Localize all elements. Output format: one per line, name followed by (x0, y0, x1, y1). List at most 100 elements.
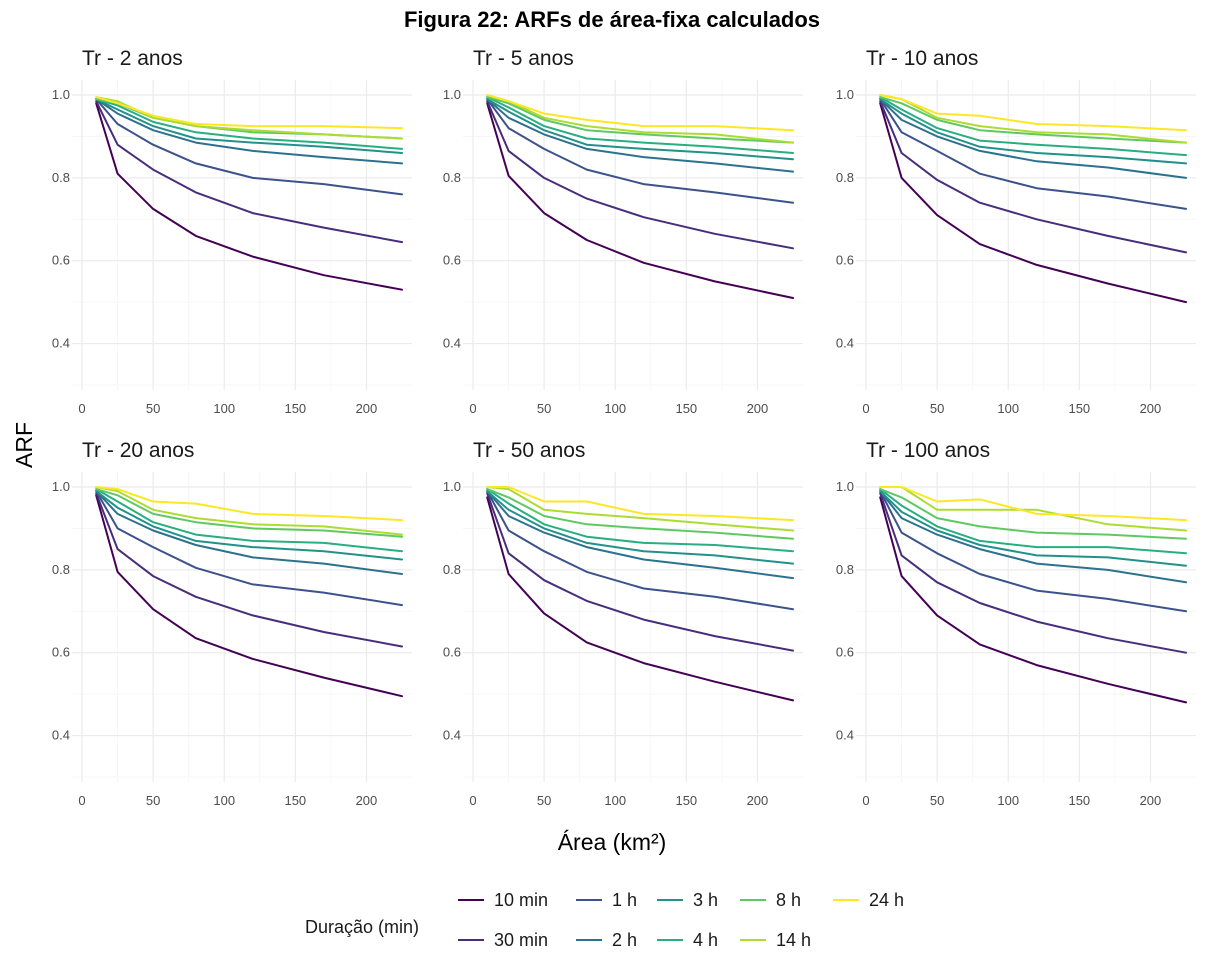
legend-item: 2 h (576, 930, 637, 950)
series-line (879, 98, 1187, 165)
series-line (486, 98, 794, 173)
x-tick-label: 50 (146, 793, 160, 808)
legend-label: 30 min (494, 930, 548, 950)
panel-6: Tr - 100 anos 0 50 100 150 200 0.4 0.6 0.8 1.0 (836, 439, 1196, 808)
series-line (879, 490, 1187, 567)
x-tick-label: 0 (469, 401, 476, 416)
series-line (486, 486, 794, 522)
series-line (95, 100, 403, 244)
series-line (95, 490, 403, 561)
y-tick-label: 0.8 (443, 170, 461, 185)
x-tick-label: 100 (213, 401, 235, 416)
y-tick-label: 0.4 (52, 728, 70, 743)
y-tick-label: 0.8 (443, 562, 461, 577)
series-line (879, 490, 1187, 584)
series-line (486, 96, 794, 154)
series-line (486, 98, 794, 204)
x-tick-label: 200 (1140, 793, 1162, 808)
y-axis-label: ARF (11, 422, 37, 468)
series-line (486, 490, 794, 565)
series-line (486, 488, 794, 553)
legend-label: 2 h (612, 930, 637, 950)
legend-item: 1 h (576, 890, 637, 910)
y-tick-label: 1.0 (52, 87, 70, 102)
legend-label: 1 h (612, 890, 637, 910)
series-line (95, 488, 403, 538)
y-tick-label: 0.6 (443, 253, 461, 268)
x-axis-label: Área (km²) (558, 829, 667, 855)
legend-label: 8 h (776, 890, 801, 910)
panel-4: Tr - 20 anos 0 50 100 150 200 0.4 0.6 0.8 1.0 (52, 439, 412, 808)
legend-label: 3 h (693, 890, 718, 910)
panel-5: Tr - 50 anos 0 50 100 150 200 0.4 0.6 0.8 1.0 (443, 439, 803, 808)
series-line (95, 98, 403, 154)
y-tick-label: 0.6 (52, 645, 70, 660)
panel-title: Tr - 20 anos (82, 439, 194, 462)
series-line (95, 490, 403, 607)
x-tick-label: 100 (997, 793, 1019, 808)
x-tick-label: 0 (78, 793, 85, 808)
series-line (879, 496, 1187, 704)
panel-title: Tr - 2 anos (82, 47, 183, 70)
x-tick-label: 150 (675, 793, 697, 808)
panel-3: Tr - 10 anos 0 50 100 150 200 0.4 0.6 0.8 1.0 (836, 47, 1196, 416)
x-tick-label: 150 (1068, 793, 1090, 808)
y-tick-label: 0.6 (52, 253, 70, 268)
legend: Duração (min) 10 min 30 min 1 h 2 h 3 h 4 h 8 … (305, 890, 904, 950)
series-line (486, 94, 794, 132)
x-tick-label: 50 (930, 793, 944, 808)
series-line (95, 96, 403, 130)
legend-label: 14 h (776, 930, 811, 950)
y-tick-label: 0.6 (836, 645, 854, 660)
chart-title: Figura 22: ARFs de área-fixa calculados (404, 7, 820, 32)
x-tick-label: 200 (1140, 401, 1162, 416)
series-line (95, 486, 403, 536)
legend-item: 30 min (458, 930, 548, 950)
series-line (95, 486, 403, 522)
series-line (95, 490, 403, 575)
x-tick-label: 50 (146, 401, 160, 416)
x-tick-label: 50 (537, 793, 551, 808)
x-tick-label: 150 (284, 401, 306, 416)
legend-item: 14 h (740, 930, 811, 950)
legend-label: 24 h (869, 890, 904, 910)
y-tick-label: 0.8 (836, 562, 854, 577)
panel-title: Tr - 100 anos (866, 439, 990, 462)
series-line (486, 96, 794, 144)
y-tick-label: 0.4 (443, 336, 461, 351)
series-line (95, 98, 403, 150)
series-line (95, 98, 403, 196)
panels-group: Tr - 2 anos 0 50 100 150 200 0.4 0.6 0.8 1.0 Tr - … (52, 47, 1196, 808)
series-line (486, 98, 794, 161)
series-line (486, 102, 794, 299)
series-line (879, 492, 1187, 654)
series-line (486, 488, 794, 540)
series-line (879, 486, 1187, 522)
legend-item: 3 h (657, 890, 718, 910)
y-tick-label: 0.8 (52, 562, 70, 577)
series-line (486, 94, 794, 144)
x-tick-label: 0 (78, 401, 85, 416)
x-tick-label: 150 (675, 401, 697, 416)
series-line (95, 98, 403, 140)
series-line (486, 492, 794, 652)
legend-item: 8 h (740, 890, 801, 910)
y-tick-label: 1.0 (836, 479, 854, 494)
y-tick-label: 0.4 (836, 336, 854, 351)
series-line (879, 488, 1187, 540)
x-tick-label: 200 (747, 401, 769, 416)
legend-label: 10 min (494, 890, 548, 910)
y-tick-label: 0.4 (52, 336, 70, 351)
series-line (486, 486, 794, 532)
y-tick-label: 0.8 (52, 170, 70, 185)
series-line (95, 494, 403, 698)
x-tick-label: 50 (537, 401, 551, 416)
x-tick-label: 100 (213, 793, 235, 808)
panel-title: Tr - 50 anos (473, 439, 585, 462)
y-tick-label: 1.0 (443, 479, 461, 494)
x-tick-label: 200 (356, 793, 378, 808)
panel-1: Tr - 2 anos 0 50 100 150 200 0.4 0.6 0.8 1.0 (52, 47, 412, 416)
series-line (879, 100, 1187, 254)
legend-title: Duração (min) (305, 917, 419, 937)
x-tick-label: 50 (930, 401, 944, 416)
